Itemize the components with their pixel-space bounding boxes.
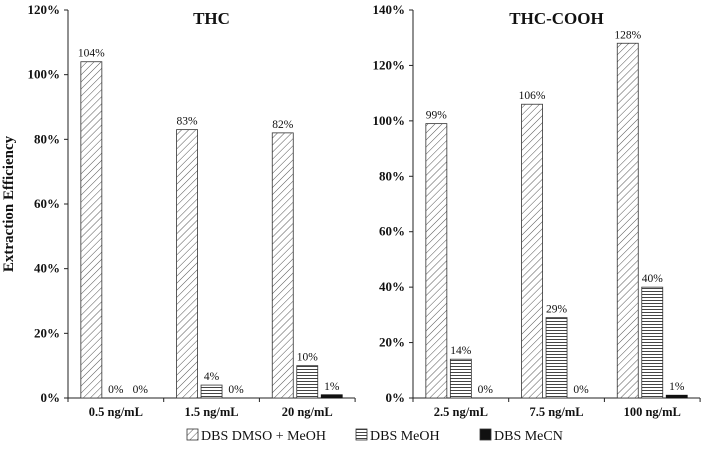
bar <box>200 384 223 399</box>
y-tick-label: 0% <box>41 390 61 405</box>
y-tick-label: 0% <box>386 390 406 405</box>
bar <box>296 365 319 399</box>
data-label: 40% <box>642 273 664 285</box>
y-tick-label: 60% <box>379 224 405 239</box>
y-tick-label: 60% <box>34 196 60 211</box>
bar <box>80 61 103 399</box>
bar <box>449 358 472 399</box>
legend-swatch <box>355 428 368 441</box>
chart-title: THC-COOH <box>509 9 603 28</box>
data-label: 4% <box>204 371 220 383</box>
y-tick-label: 80% <box>34 131 60 146</box>
data-label: 128% <box>614 29 641 41</box>
data-label: 29% <box>546 304 568 316</box>
data-label: 0% <box>573 384 589 396</box>
y-tick-label: 120% <box>28 2 61 17</box>
y-tick-label: 120% <box>373 57 406 72</box>
y-tick-label: 20% <box>379 335 405 350</box>
x-tick-label: 20 ng/mL <box>282 405 333 419</box>
data-label: 0% <box>108 384 124 396</box>
y-tick-label: 100% <box>373 113 406 128</box>
data-label: 0% <box>228 384 244 396</box>
y-tick-label: 140% <box>373 2 406 17</box>
x-tick-label: 100 ng/mL <box>624 405 681 419</box>
bar <box>271 132 294 399</box>
x-tick-label: 0.5 ng/mL <box>89 405 143 419</box>
data-label: 1% <box>669 381 685 393</box>
y-tick-label: 40% <box>34 261 60 276</box>
bar <box>545 317 568 399</box>
x-tick-label: 7.5 ng/mL <box>529 405 583 419</box>
y-tick-label: 80% <box>379 168 405 183</box>
chart-title: THC <box>193 9 230 28</box>
x-tick-label: 2.5 ng/mL <box>434 405 488 419</box>
legend-label: DBS DMSO + MeOH <box>201 429 326 444</box>
legend-label: DBS MeOH <box>370 429 440 444</box>
bar <box>641 286 664 399</box>
legend-swatch <box>479 428 492 441</box>
data-label: 106% <box>519 90 546 102</box>
y-axis-label: Extraction Efficiency <box>1 135 17 272</box>
bar <box>176 129 198 399</box>
data-label: 1% <box>324 381 340 393</box>
x-tick-label: 1.5 ng/mL <box>184 405 238 419</box>
bar <box>320 394 343 399</box>
data-label: 0% <box>133 384 149 396</box>
bar <box>665 394 688 399</box>
data-label: 82% <box>272 119 294 131</box>
y-tick-label: 40% <box>379 279 405 294</box>
y-tick-label: 100% <box>28 67 61 82</box>
data-label: 10% <box>297 352 319 364</box>
bar <box>521 103 543 399</box>
data-label: 104% <box>78 48 105 60</box>
bar <box>616 42 639 399</box>
data-label: 83% <box>177 116 199 128</box>
data-label: 0% <box>478 384 494 396</box>
legend-swatch <box>186 428 199 441</box>
data-label: 14% <box>450 345 472 357</box>
legend-label: DBS MeCN <box>494 429 563 444</box>
bar <box>425 123 448 399</box>
data-label: 99% <box>426 110 448 122</box>
y-tick-label: 20% <box>34 325 60 340</box>
